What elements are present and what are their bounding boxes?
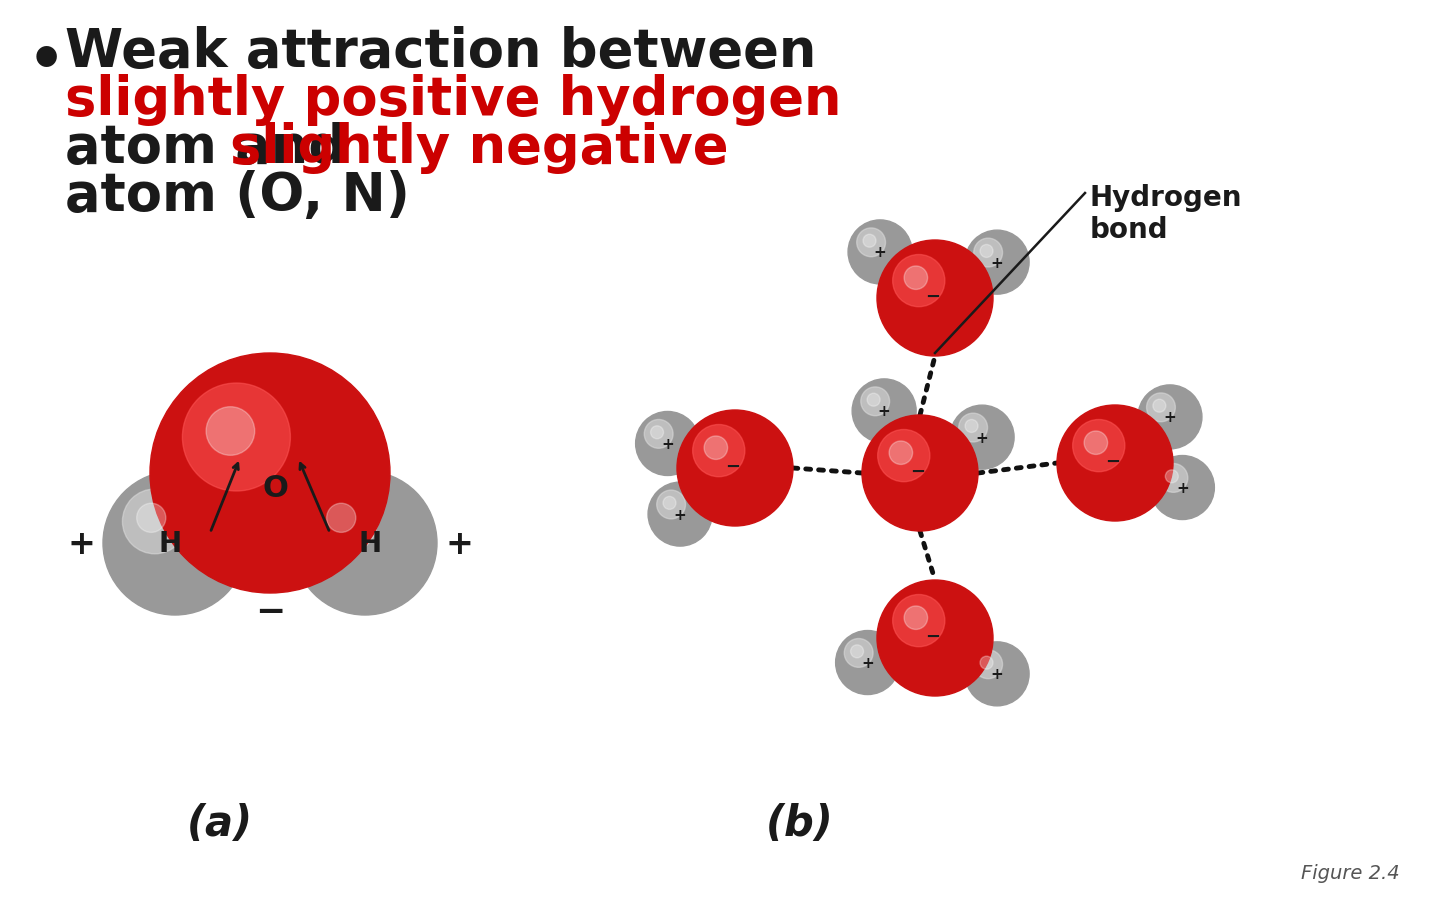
Text: Figure 2.4: Figure 2.4 <box>1302 863 1400 882</box>
Circle shape <box>904 606 927 629</box>
Circle shape <box>1146 394 1175 423</box>
Circle shape <box>877 241 994 357</box>
Circle shape <box>206 407 255 456</box>
Text: +: + <box>1176 480 1189 496</box>
Circle shape <box>657 490 685 519</box>
Text: −: − <box>910 462 926 480</box>
Text: +: + <box>1164 410 1176 425</box>
Circle shape <box>904 266 927 290</box>
Circle shape <box>122 489 187 554</box>
Text: atom and: atom and <box>65 122 364 173</box>
Circle shape <box>104 471 248 615</box>
Text: +: + <box>991 256 1004 270</box>
Circle shape <box>877 581 994 696</box>
Circle shape <box>1151 456 1214 520</box>
Circle shape <box>651 426 664 439</box>
Circle shape <box>848 220 912 284</box>
Text: +: + <box>445 527 472 560</box>
Circle shape <box>877 430 930 482</box>
Circle shape <box>973 239 1002 267</box>
Circle shape <box>867 394 880 406</box>
Text: −: − <box>1106 452 1120 470</box>
Circle shape <box>893 256 945 307</box>
Text: +: + <box>68 527 95 560</box>
Circle shape <box>965 231 1030 294</box>
Text: Hydrogen
bond: Hydrogen bond <box>1090 183 1243 244</box>
Circle shape <box>327 504 356 533</box>
Circle shape <box>1165 470 1178 483</box>
Circle shape <box>981 246 994 258</box>
Circle shape <box>981 656 994 669</box>
Circle shape <box>137 504 166 533</box>
Text: H: H <box>359 529 382 557</box>
Circle shape <box>183 384 291 491</box>
Circle shape <box>950 405 1014 470</box>
Text: +: + <box>861 656 874 670</box>
Circle shape <box>1153 400 1166 413</box>
Text: +: + <box>661 436 674 452</box>
Circle shape <box>635 412 700 476</box>
Text: −: − <box>255 594 285 628</box>
Circle shape <box>888 442 913 465</box>
Circle shape <box>648 482 711 546</box>
Text: (b): (b) <box>766 802 834 844</box>
Text: Weak attraction between: Weak attraction between <box>65 26 816 78</box>
Text: −: − <box>926 288 940 305</box>
Text: +: + <box>874 245 887 260</box>
Text: slightly positive hydrogen: slightly positive hydrogen <box>65 74 841 126</box>
Text: +: + <box>674 507 687 522</box>
Circle shape <box>1073 420 1125 472</box>
Circle shape <box>677 411 793 526</box>
Circle shape <box>852 379 916 443</box>
Text: +: + <box>878 404 890 419</box>
Circle shape <box>863 415 978 531</box>
Circle shape <box>965 642 1030 706</box>
Text: −: − <box>926 628 940 646</box>
Text: •: • <box>27 34 65 91</box>
Text: H: H <box>158 529 181 557</box>
Circle shape <box>851 645 864 658</box>
Circle shape <box>1057 405 1174 521</box>
Circle shape <box>861 387 890 416</box>
Circle shape <box>1084 432 1107 455</box>
Circle shape <box>150 354 390 593</box>
Text: +: + <box>976 430 988 445</box>
Circle shape <box>857 228 886 257</box>
Circle shape <box>292 471 436 615</box>
Circle shape <box>644 420 672 449</box>
Text: −: − <box>726 458 740 476</box>
Circle shape <box>973 650 1002 679</box>
Circle shape <box>312 489 377 554</box>
Circle shape <box>1138 386 1202 450</box>
Circle shape <box>662 497 675 510</box>
Circle shape <box>835 631 900 694</box>
Text: (a): (a) <box>187 802 253 844</box>
Text: +: + <box>991 666 1004 682</box>
Text: slightly negative: slightly negative <box>230 122 729 173</box>
Circle shape <box>893 595 945 647</box>
Circle shape <box>965 420 978 433</box>
Text: atom (O, N): atom (O, N) <box>65 170 410 222</box>
Circle shape <box>1159 464 1188 493</box>
Circle shape <box>704 436 727 460</box>
Text: O: O <box>262 474 288 503</box>
Circle shape <box>844 638 873 667</box>
Circle shape <box>959 414 988 442</box>
Circle shape <box>863 235 876 248</box>
Circle shape <box>693 425 744 477</box>
